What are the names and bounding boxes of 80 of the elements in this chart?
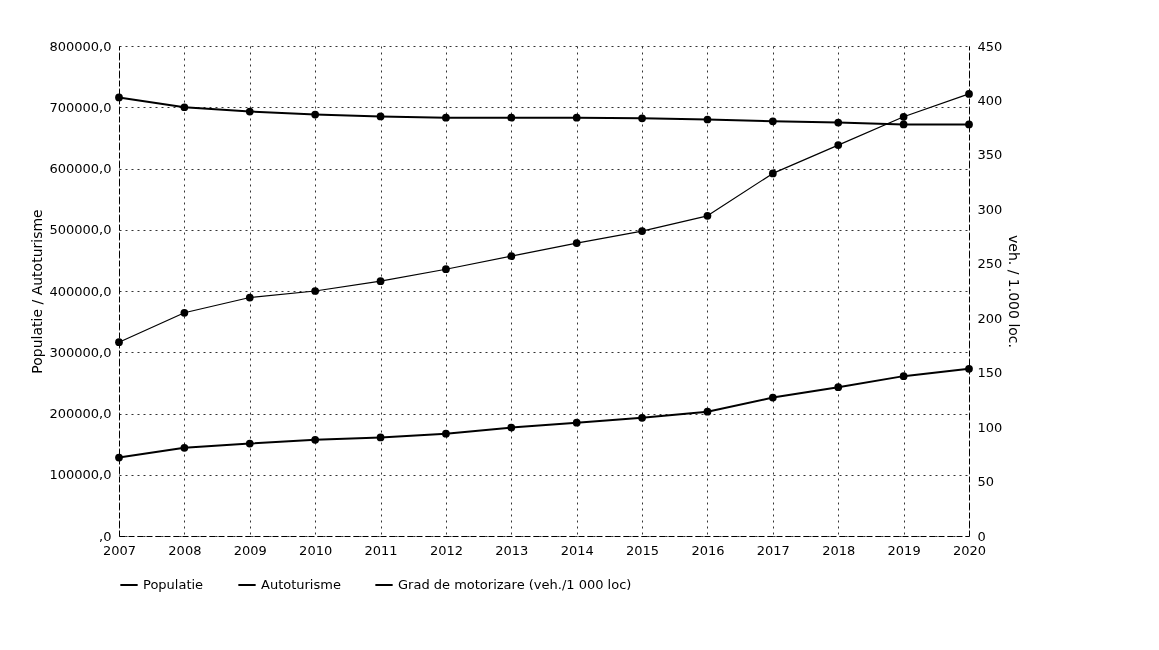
x-tick-label: 2008 — [168, 542, 202, 558]
point — [442, 113, 450, 122]
point — [899, 372, 908, 380]
point — [834, 141, 843, 149]
y2-tick-label: 450 — [977, 38, 1003, 54]
point — [965, 364, 973, 373]
point — [703, 115, 712, 124]
x-tick-label: 2016 — [691, 542, 725, 558]
y-tick-label: 500000,0 — [49, 222, 112, 238]
x-tick-label: 2013 — [495, 542, 529, 558]
point — [965, 120, 973, 129]
y-tick-label: ,0 — [99, 528, 112, 544]
x-tick-label: 2015 — [626, 542, 660, 558]
point — [572, 239, 581, 247]
point — [768, 169, 777, 178]
x-tick-label: 2007 — [102, 542, 137, 558]
y-axis-title: Populatie / Autoturisme — [29, 209, 46, 374]
point — [180, 308, 189, 317]
x-tick-label: 2009 — [233, 542, 267, 558]
y-tick-label: 600000,0 — [49, 161, 112, 176]
point — [834, 118, 843, 127]
point — [834, 383, 843, 392]
point — [572, 113, 581, 122]
point — [376, 277, 385, 286]
y-tick-label: 100000,0 — [49, 467, 112, 483]
y2-tick-label: 50 — [977, 474, 995, 490]
point — [507, 423, 516, 432]
x-tick-label: 2017 — [756, 542, 790, 558]
point — [245, 107, 254, 116]
y-tick-label: 400000,0 — [49, 283, 112, 299]
point — [442, 265, 450, 274]
point — [311, 110, 320, 119]
x-tick-label: 2019 — [887, 542, 921, 558]
legend-label: Grad de motorizare (veh./1 000 loc) — [398, 577, 632, 592]
y2-tick-label: 200 — [977, 310, 1003, 326]
point — [115, 93, 123, 102]
point — [703, 407, 712, 416]
legend-label: Populatie — [143, 577, 204, 592]
y2-tick-label: 400 — [977, 92, 1003, 108]
x-tick-label: 2020 — [952, 542, 987, 558]
point — [638, 413, 646, 422]
point — [507, 252, 516, 261]
point — [965, 90, 973, 98]
x-tick-label: 2014 — [560, 542, 594, 558]
y2-tick-label: 300 — [977, 201, 1003, 217]
x-tick-label: 2012 — [429, 542, 463, 558]
y-tick-label: 300000,0 — [49, 344, 112, 360]
point — [311, 287, 320, 295]
y2-tick-label: 0 — [977, 528, 986, 544]
y-tick-label: 700000,0 — [49, 99, 112, 115]
point — [638, 227, 646, 235]
y2-tick-label: 250 — [977, 256, 1003, 272]
point — [180, 103, 189, 112]
y2-tick-label: 150 — [977, 365, 1003, 381]
point — [311, 435, 320, 444]
point — [572, 418, 581, 427]
point — [703, 212, 712, 220]
point — [376, 112, 385, 121]
point — [180, 443, 189, 452]
point — [638, 114, 646, 123]
point — [245, 293, 254, 302]
point — [245, 439, 254, 448]
y-tick-label: 800000,0 — [49, 38, 112, 54]
point — [115, 338, 123, 347]
y2-tick-label: 350 — [977, 147, 1003, 163]
point — [768, 117, 777, 126]
x-tick-label: 2010 — [299, 542, 333, 558]
point — [115, 453, 123, 462]
point — [507, 113, 516, 122]
point — [376, 433, 385, 442]
y-tick-label: 200000,0 — [49, 406, 112, 421]
point — [442, 429, 450, 438]
point — [899, 112, 908, 121]
legend-label: Autoturisme — [261, 577, 341, 592]
point — [899, 120, 908, 129]
x-tick-label: 2018 — [822, 542, 856, 558]
point — [768, 393, 777, 402]
y2-tick-label: 100 — [977, 419, 1003, 435]
y2-axis-title: veh. / 1.000 loc. — [1006, 235, 1023, 348]
x-tick-label: 2011 — [364, 542, 398, 558]
